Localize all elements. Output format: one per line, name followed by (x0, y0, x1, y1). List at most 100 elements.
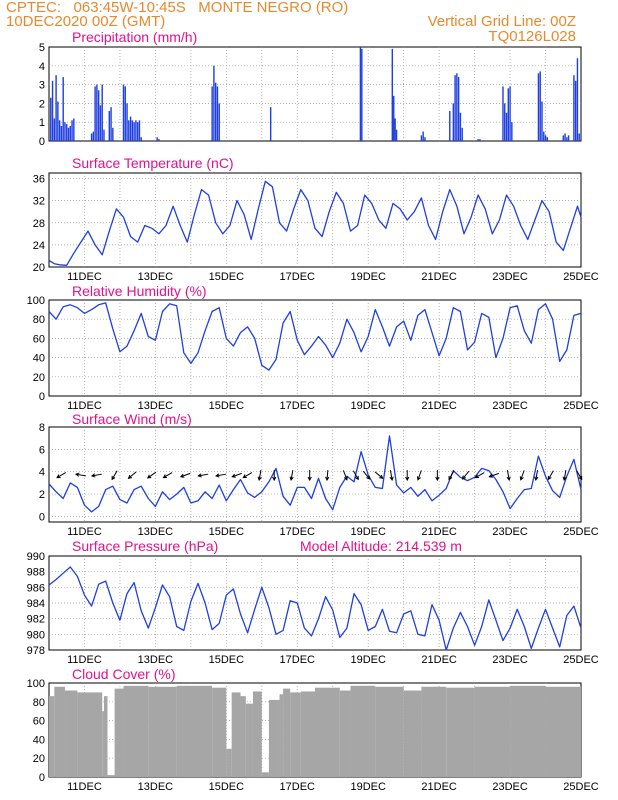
wind-vector-head (343, 476, 348, 481)
y-tick-label: 60 (33, 716, 45, 728)
y-tick-label: 20 (33, 262, 45, 274)
y-tick-label: 1 (39, 117, 45, 129)
precip-bar-39 (213, 65, 215, 141)
x-tick-label: 17DEC (280, 526, 316, 538)
wind-vector-shaft (75, 473, 86, 477)
y-tick-label: 40 (33, 734, 45, 746)
wind-vector-shaft (290, 470, 294, 481)
precip-bar-33 (136, 122, 139, 141)
precip-bar-35 (140, 137, 142, 141)
wind-vector-17 (342, 470, 348, 481)
x-tick-label: 19DEC (350, 271, 386, 283)
precip-bar-69 (539, 71, 541, 141)
x-tick-label: 11DEC (67, 781, 102, 793)
run-date: 10DEC2020 00Z (GMT) (6, 13, 166, 30)
wind-vector-6 (162, 472, 173, 479)
x-tick-label: 11DEC (67, 654, 102, 666)
precip-bar-12 (71, 120, 73, 141)
wind-vector-20 (374, 471, 384, 479)
panel-annotation: Model Altitude: 214.539 m (300, 538, 462, 554)
precip-bar-19 (99, 105, 102, 141)
cloud-bar-13 (231, 692, 241, 777)
wind-vector-shaft (362, 470, 371, 480)
wind-vector-shaft (258, 470, 262, 481)
wind-vector-head (534, 476, 539, 482)
wind-vector-9 (215, 473, 227, 478)
model-code: TQ0126L028 (488, 28, 576, 45)
precip-bar-37 (158, 139, 160, 141)
wind-vector-head (325, 476, 330, 482)
y-tick-label: 28 (33, 218, 45, 230)
precip-bar-17 (96, 84, 98, 141)
series-line (48, 302, 582, 371)
wind-vector-27 (474, 472, 485, 479)
x-tick-label: 23DEC (492, 781, 528, 793)
wind-vector-head (519, 476, 524, 481)
cloud-bar-1 (54, 686, 65, 777)
y-tick-label: 982 (27, 614, 45, 626)
cloud-bar-25 (350, 685, 376, 777)
wind-vector-2 (90, 473, 102, 478)
cloud-bar-19 (279, 694, 284, 777)
x-tick-label: 13DEC (138, 781, 174, 793)
precip-bar-38 (211, 86, 213, 141)
precip-bar-52 (424, 137, 426, 141)
wind-vector-shaft (128, 471, 137, 479)
wind-vector-shaft (448, 470, 455, 480)
wind-vector-head (162, 474, 167, 479)
x-tick-label: 21DEC (421, 400, 457, 412)
y-tick-label: 20 (33, 372, 45, 384)
precip-bar-6 (60, 125, 63, 141)
x-tick-label: 17DEC (280, 400, 316, 412)
cloud-bar-30 (474, 686, 511, 777)
y-tick-label: 36 (33, 174, 45, 186)
wind-vector-shaft (163, 472, 173, 478)
wind-vector-head (389, 476, 394, 482)
precip-bar-29 (129, 116, 132, 141)
wind-vector-head (127, 474, 133, 479)
y-tick-label: 6 (39, 444, 45, 456)
station-title: CPTEC: 063:45W-10:45S MONTE NEGRO (RO) (6, 0, 349, 16)
precip-bar-70 (541, 101, 543, 141)
y-tick-label: 80 (33, 697, 45, 709)
precip-bar-27 (126, 103, 128, 141)
x-tick-label: 15DEC (209, 271, 245, 283)
precip-bar-62 (502, 86, 504, 141)
y-tick-label: 4 (39, 61, 45, 73)
precip-bar-24 (112, 127, 114, 141)
x-tick-label: 11DEC (67, 271, 102, 283)
x-tick-label: 17DEC (280, 781, 316, 793)
x-tick-label: 19DEC (350, 781, 386, 793)
cloud-bar-8 (123, 685, 149, 777)
wind-vector-23 (416, 470, 422, 481)
cloud-bar-31 (510, 685, 546, 777)
wind-vector-head (461, 475, 466, 480)
precip-bar-18 (97, 90, 100, 141)
cloud-bar-32 (545, 686, 581, 777)
precip-bar-34 (138, 120, 141, 141)
wind-vector-head (146, 474, 152, 479)
precip-bar-2 (53, 118, 56, 141)
y-tick-label: 990 (27, 551, 45, 563)
wind-vector-8 (197, 473, 209, 478)
wind-vector-shaft (462, 470, 470, 480)
x-tick-label: 11DEC (67, 526, 102, 538)
cloud-bar-18 (268, 699, 280, 777)
panel-title: Surface Wind (m/s) (72, 411, 192, 427)
cloud-bar-21 (290, 692, 301, 777)
precip-bar-67 (511, 122, 513, 141)
y-tick-label: 3 (39, 80, 45, 92)
wind-vector-shaft (352, 470, 359, 480)
wind-vector-shaft (489, 472, 499, 478)
y-tick-label: 4 (39, 467, 45, 479)
series-line (48, 566, 582, 651)
cloud-bar-11 (212, 687, 227, 777)
wind-vector-24 (435, 470, 440, 482)
x-tick-label: 15DEC (209, 781, 245, 793)
precip-bar-74 (562, 135, 564, 141)
wind-vector-shaft (111, 470, 118, 480)
wind-vector-head (488, 473, 493, 478)
wind-vector-shaft (576, 470, 583, 480)
precip-bar-54 (452, 103, 455, 141)
precip-bar-30 (131, 120, 134, 141)
